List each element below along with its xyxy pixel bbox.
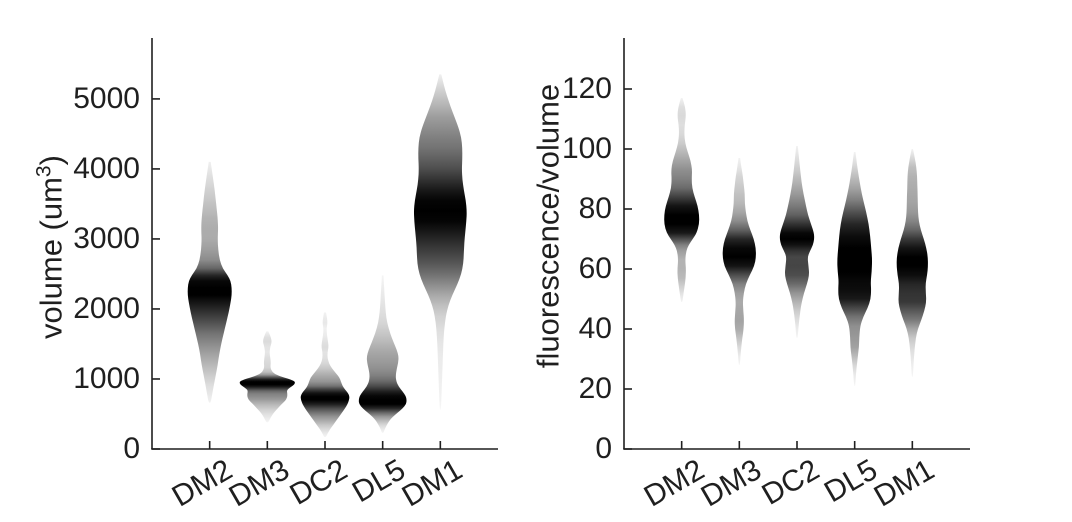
right-plot-y-tick-label: 100 [561,132,612,165]
violin-left-plot-DM1 [413,74,467,410]
violin-left-plot-DL5 [358,275,407,433]
violin-right-plot-DM1 [896,149,928,377]
violin-left-plot-DM3 [239,331,295,423]
violin-right-plot-DM2 [664,98,700,302]
violin-left-plot-DC2 [300,312,350,438]
left-plot-y-tick-label: 2000 [73,291,140,325]
right-plot [623,38,970,450]
right-plot-y-tick-label: 120 [561,72,612,105]
violin-right-plot-DM3 [722,158,756,365]
right-plot-y-tick-label: 40 [578,312,612,345]
right-plot-y-tick-label: 0 [595,432,612,465]
right-plot-y-tick-label: 80 [578,192,612,225]
left-plot-y-tick-label: 1000 [73,361,140,395]
right-plot-y-tick-label: 20 [578,372,612,405]
violin-right-plot-DL5 [837,152,873,386]
right-plot-y-tick-label: 60 [578,252,612,285]
left-plot-y-tick-label: 4000 [73,151,140,185]
left-plot-y-tick-label: 0 [123,432,140,465]
violin-left-plot-DM2 [187,161,232,403]
left-plot-y-tick-label: 3000 [73,221,140,255]
violin-right-plot-DC2 [779,146,815,338]
left-plot [151,38,498,450]
left-plot-y-tick-label: 5000 [73,81,140,115]
